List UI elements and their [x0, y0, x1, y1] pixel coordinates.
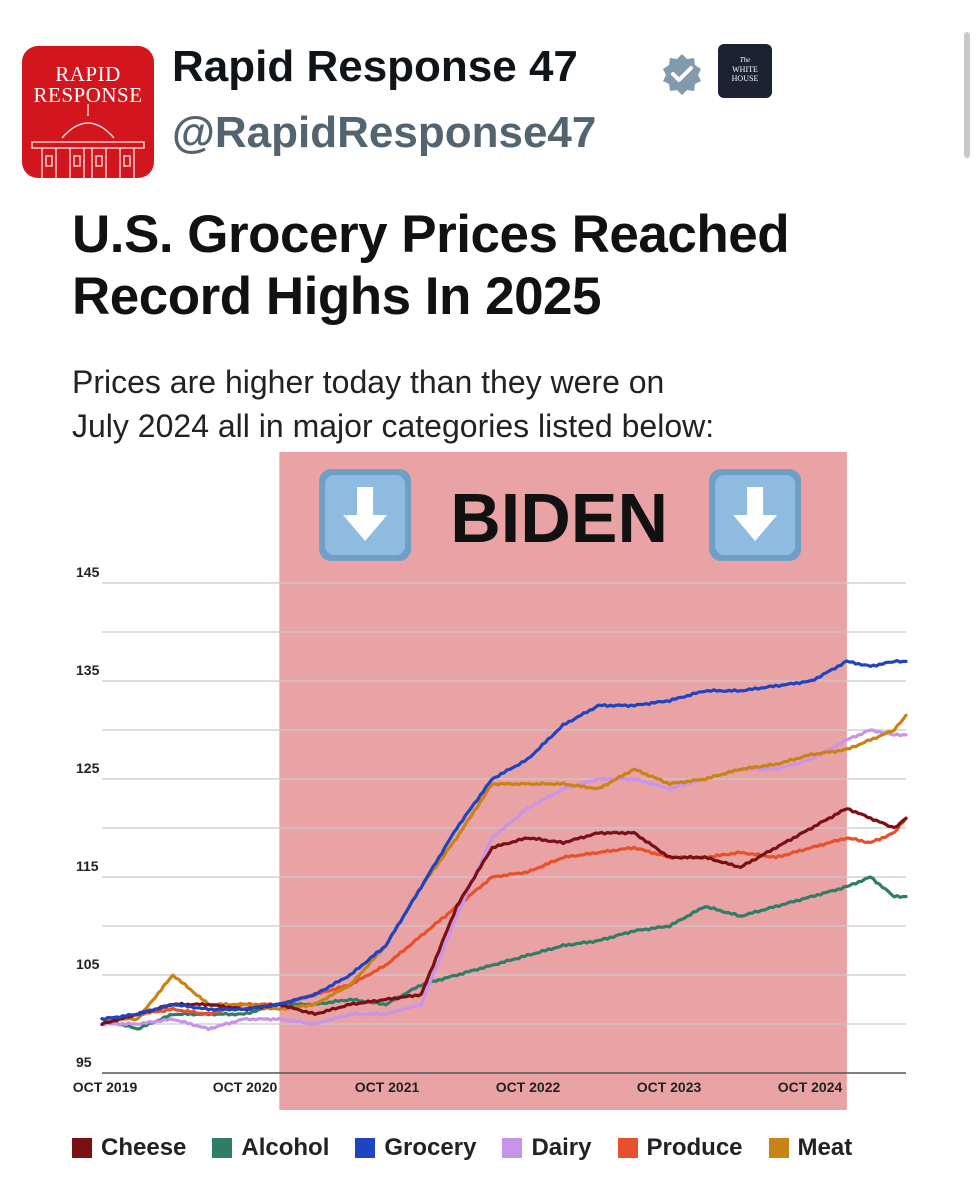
verified-badge-icon — [663, 54, 701, 95]
x-tick-label: OCT 2019 — [73, 1079, 138, 1095]
legend-swatch — [768, 1138, 789, 1158]
legend-label: Meat — [797, 1134, 853, 1161]
graphic-title-line-1: U.S. Grocery Prices Reached — [72, 205, 790, 264]
graphic-subtitle-line-2: July 2024 all in major categories listed… — [72, 408, 715, 444]
down-arrow-emoji-icon — [709, 469, 802, 561]
avatar-wordmark: RAPID RESPONSE — [22, 64, 154, 106]
badge-text-house: HOUSE — [731, 74, 759, 83]
x-tick-label: OCT 2020 — [213, 1079, 278, 1095]
y-tick-label: 125 — [76, 760, 100, 776]
legend-label: Produce — [646, 1134, 743, 1161]
graphic-title-line-2: Record Highs In 2025 — [72, 267, 602, 326]
graphic-subtitle-line-1: Prices are higher today than they were o… — [72, 364, 665, 400]
graphic-title: U.S. Grocery Prices Reached Record Highs… — [72, 204, 952, 328]
badge-text-white: WHITE — [732, 65, 758, 74]
series-line-meat — [100, 713, 908, 1022]
legend-item-meat: Meat — [768, 1134, 853, 1162]
legend-label: Grocery — [384, 1134, 477, 1161]
scrollbar[interactable] — [964, 32, 970, 158]
x-tick-label: OCT 2021 — [355, 1079, 420, 1095]
x-tick-label: OCT 2024 — [778, 1079, 843, 1095]
avatar-text-line-2: RESPONSE — [33, 83, 143, 107]
avatar[interactable]: RAPID RESPONSE — [22, 46, 154, 178]
graphic-subtitle: Prices are higher today than they were o… — [72, 360, 952, 448]
badge-text-the: The — [739, 56, 751, 64]
y-tick-label: 115 — [76, 858, 99, 874]
x-tick-label: OCT 2022 — [496, 1079, 561, 1095]
y-tick-label: 105 — [76, 956, 100, 972]
series-line-grocery — [100, 658, 908, 1022]
legend-item-grocery: Grocery — [355, 1134, 476, 1162]
legend-label: Alcohol — [241, 1134, 330, 1161]
legend-swatch — [502, 1138, 523, 1158]
legend-label: Cheese — [101, 1134, 187, 1161]
legend-item-produce: Produce — [617, 1134, 743, 1162]
y-tick-label: 145 — [76, 564, 100, 580]
legend-item-cheese: Cheese — [72, 1134, 186, 1162]
white-house-icon — [31, 104, 145, 178]
legend-item-alcohol: Alcohol — [212, 1134, 329, 1162]
down-arrow-emoji-icon — [319, 469, 412, 561]
avatar-text-line-1: RAPID — [55, 62, 121, 86]
y-tick-label: 95 — [76, 1054, 92, 1070]
price-index-chart: BIDEN 95 105 115 125 135 145 OCT 2019 OCT 2020 OC… — [73, 452, 908, 1110]
series-line-dairy — [100, 728, 908, 1032]
legend-label: Dairy — [531, 1134, 592, 1161]
legend-item-dairy: Dairy — [502, 1134, 592, 1162]
display-name[interactable]: Rapid Response 47 — [172, 42, 578, 91]
legend-swatch — [212, 1138, 233, 1158]
white-house-badge[interactable]: The WHITE HOUSE — [718, 44, 772, 98]
series-line-alcohol — [100, 875, 908, 1031]
series-line-cheese — [100, 807, 908, 1027]
user-handle[interactable]: @RapidResponse47 — [172, 108, 597, 157]
y-tick-label: 135 — [76, 662, 100, 678]
x-tick-label: OCT 2023 — [637, 1079, 702, 1095]
legend-swatch — [72, 1138, 92, 1158]
legend-swatch — [617, 1138, 638, 1158]
chart-legend: Cheese Alcohol Grocery Dairy Produce Meat — [72, 1132, 878, 1164]
legend-swatch — [355, 1138, 376, 1158]
shaded-region-label: BIDEN — [450, 479, 668, 557]
